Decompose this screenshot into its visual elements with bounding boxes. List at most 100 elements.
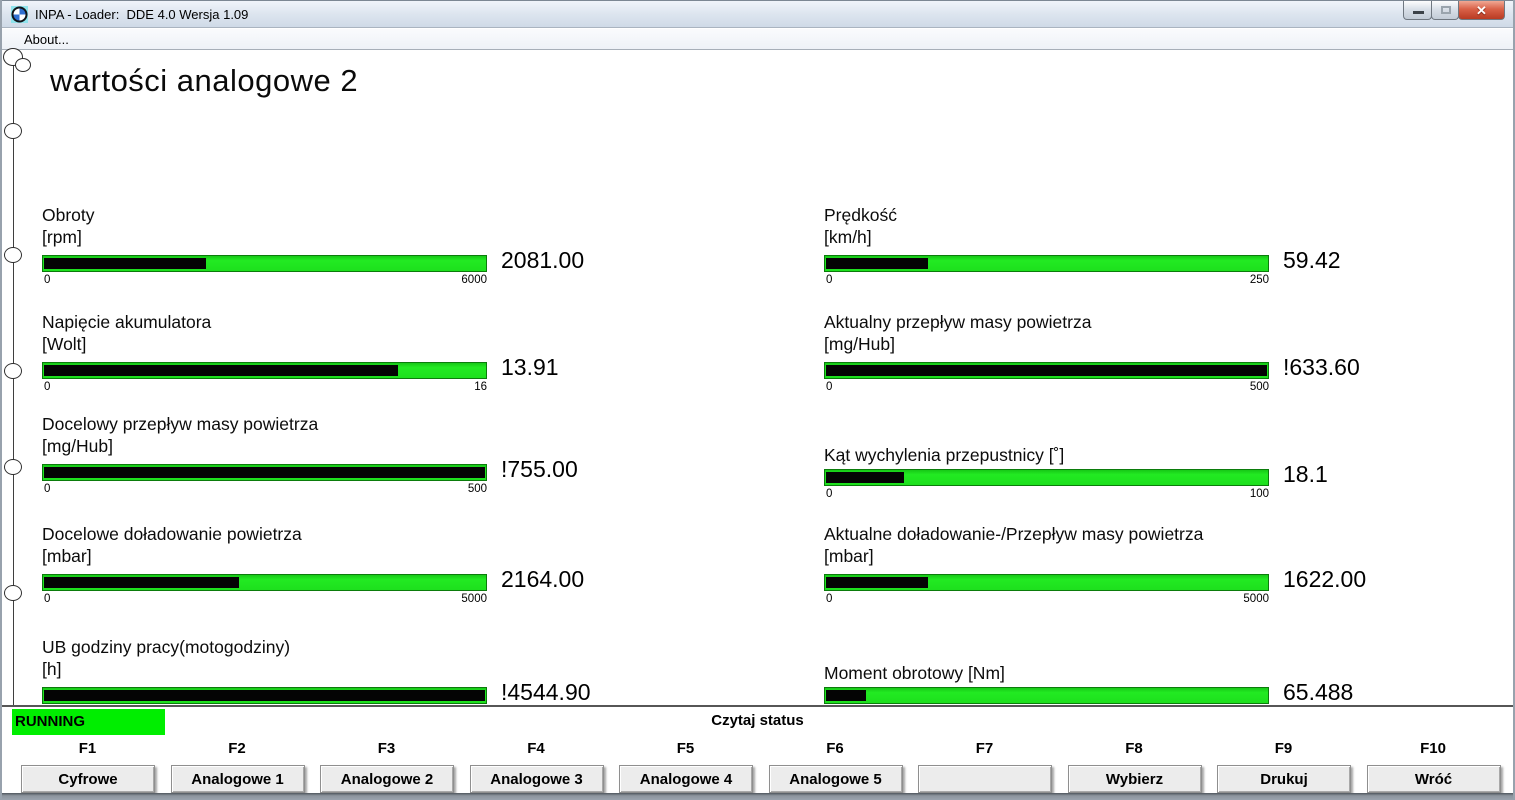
gauge-label: Docelowe doładowanie powietrza bbox=[42, 524, 302, 544]
function-key-label: F1 bbox=[78, 740, 97, 757]
decoration-circle bbox=[4, 363, 22, 379]
decoration-circle bbox=[4, 459, 22, 475]
function-key-column: F2 Analogowe 1 bbox=[162, 737, 313, 799]
gauge-scale-max: 5000 bbox=[461, 593, 487, 605]
function-key-button-f9[interactable]: Drukuj bbox=[1217, 765, 1351, 793]
gauge-bar bbox=[42, 687, 487, 704]
gauge-value: 18.1 bbox=[1283, 461, 1328, 487]
function-key-button-f8[interactable]: Wybierz bbox=[1067, 765, 1202, 793]
gauge-scale-min: 0 bbox=[826, 593, 833, 605]
minimize-icon bbox=[1413, 11, 1424, 14]
gauge-bar bbox=[824, 255, 1269, 272]
gauge-scale-max: 5000 bbox=[1243, 593, 1269, 605]
gauge-bar-fill bbox=[44, 467, 485, 478]
gauge-unit: [Wolt] bbox=[42, 334, 87, 354]
function-key-label: F3 bbox=[377, 740, 396, 757]
gauge-bar bbox=[824, 687, 1269, 704]
function-key-button-f4[interactable]: Analogowe 3 bbox=[469, 765, 604, 793]
gauge-unit: [mbar] bbox=[42, 546, 92, 566]
gauge-scale: 0 100 bbox=[824, 488, 1269, 502]
gauge-label: Docelowy przepływ masy powietrza bbox=[42, 414, 319, 434]
gauge-bar bbox=[42, 255, 487, 272]
gauge: Kąt wychylenia przepustnicy [˚] 0 100 18… bbox=[824, 445, 1515, 537]
gauge-scale-min: 0 bbox=[826, 381, 833, 393]
menu-bar: About... bbox=[2, 29, 1513, 50]
gauge-scale-min: 0 bbox=[44, 274, 51, 286]
close-icon: ✕ bbox=[1476, 3, 1487, 18]
gauge-unit: [rpm] bbox=[42, 227, 82, 247]
gauge: Aktualny przepływ masy powietrza [mg/Hub… bbox=[824, 312, 1515, 404]
function-key-column: F7 bbox=[909, 737, 1060, 799]
gauge-scale-max: 500 bbox=[1249, 381, 1269, 393]
decoration-line bbox=[13, 57, 14, 705]
function-key-button-f3[interactable]: Analogowe 2 bbox=[320, 765, 454, 793]
gauge-bar bbox=[824, 574, 1269, 591]
gauge: Docelowe doładowanie powietrza [mbar] 0 … bbox=[42, 524, 742, 616]
gauge-bar-fill bbox=[44, 258, 206, 269]
function-key-label: F5 bbox=[676, 740, 695, 757]
maximize-icon bbox=[1441, 6, 1451, 14]
gauge-scale-max: 500 bbox=[467, 483, 487, 495]
gauge-scale-max: 100 bbox=[1249, 488, 1269, 500]
maximize-button[interactable] bbox=[1431, 1, 1459, 20]
gauge-value: 13.91 bbox=[501, 354, 559, 380]
function-key-column: F6 Analogowe 5 bbox=[760, 737, 911, 799]
gauge-bar-fill bbox=[826, 577, 928, 588]
gauge-bar bbox=[824, 362, 1269, 379]
function-key-label: F6 bbox=[826, 740, 844, 757]
function-key-label: F10 bbox=[1420, 740, 1446, 757]
gauge-scale-min: 0 bbox=[826, 274, 833, 286]
title-bar[interactable]: INPA - Loader: DDE 4.0 Wersja 1.09 ✕ bbox=[2, 0, 1513, 28]
function-key-column: F4 Analogowe 3 bbox=[461, 737, 612, 799]
gauge-scale: 0 500 bbox=[42, 483, 487, 497]
gauge-bar-fill bbox=[826, 365, 1267, 376]
page-title: wartości analogowe 2 bbox=[50, 63, 359, 98]
gauge-bar-fill bbox=[44, 365, 399, 376]
function-key-button-f2[interactable]: Analogowe 1 bbox=[170, 765, 305, 793]
function-key-button-f1[interactable]: Cyfrowe bbox=[21, 765, 155, 793]
function-key-label: F2 bbox=[228, 740, 246, 757]
function-key-label: F9 bbox=[1274, 740, 1293, 757]
gauge-value: 2081.00 bbox=[501, 247, 585, 273]
gauge-unit: [km/h] bbox=[824, 227, 872, 247]
function-key-label: F7 bbox=[975, 740, 994, 757]
function-key-column: F5 Analogowe 4 bbox=[610, 737, 761, 799]
gauge: Moment obrotowy [Nm] 0 500 65.488 bbox=[824, 663, 1515, 755]
gauge-bar-fill bbox=[826, 258, 928, 269]
gauge-scale: 0 250 bbox=[824, 274, 1269, 288]
gauge-bar-fill bbox=[826, 690, 866, 701]
gauge: Docelowy przepływ masy powietrza [mg/Hub… bbox=[42, 414, 742, 506]
function-key-column: F9 Drukuj bbox=[1208, 737, 1359, 799]
gauge: Prędkość [km/h] 0 250 59.42 bbox=[824, 205, 1515, 297]
gauge-label: Prędkość bbox=[824, 205, 897, 225]
function-key-button-f10[interactable]: Wróć bbox=[1366, 765, 1501, 793]
gauge-label: UB godziny pracy(motogodziny) bbox=[42, 637, 291, 657]
minimize-button[interactable] bbox=[1403, 1, 1432, 20]
gauge-unit: [mbar] bbox=[824, 546, 874, 566]
gauge: Aktualne doładowanie-/Przepływ masy powi… bbox=[824, 524, 1515, 616]
function-key-column: F10 Wróć bbox=[1358, 737, 1509, 799]
gauge-bar bbox=[42, 362, 487, 379]
gauge: Obroty [rpm] 0 6000 2081.00 bbox=[42, 205, 742, 297]
gauge-scale-min: 0 bbox=[44, 593, 51, 605]
menu-item-about[interactable]: About... bbox=[24, 32, 69, 47]
function-key-button-f5[interactable]: Analogowe 4 bbox=[619, 765, 753, 793]
gauge-bar bbox=[42, 574, 487, 591]
function-key-button-f6[interactable]: Analogowe 5 bbox=[768, 765, 903, 793]
gauge-unit: [h] bbox=[42, 659, 62, 679]
function-key-column: F8 Wybierz bbox=[1059, 737, 1210, 799]
function-key-button-f7[interactable] bbox=[918, 765, 1052, 793]
function-key-label: F8 bbox=[1125, 740, 1143, 757]
gauge-scale: 0 16 bbox=[42, 381, 487, 395]
close-button[interactable]: ✕ bbox=[1458, 1, 1505, 20]
window-title: INPA - Loader: DDE 4.0 Wersja 1.09 bbox=[35, 7, 249, 22]
bmw-logo-icon bbox=[11, 6, 28, 23]
function-key-label: F4 bbox=[527, 740, 545, 757]
gauge-bar-fill bbox=[826, 472, 904, 483]
decoration-circle bbox=[4, 585, 22, 601]
window-controls: ✕ bbox=[1403, 1, 1505, 20]
gauge-scale-max: 16 bbox=[474, 381, 487, 393]
gauge-unit: [mg/Hub] bbox=[42, 436, 113, 456]
gauge-scale-min: 0 bbox=[44, 483, 51, 495]
